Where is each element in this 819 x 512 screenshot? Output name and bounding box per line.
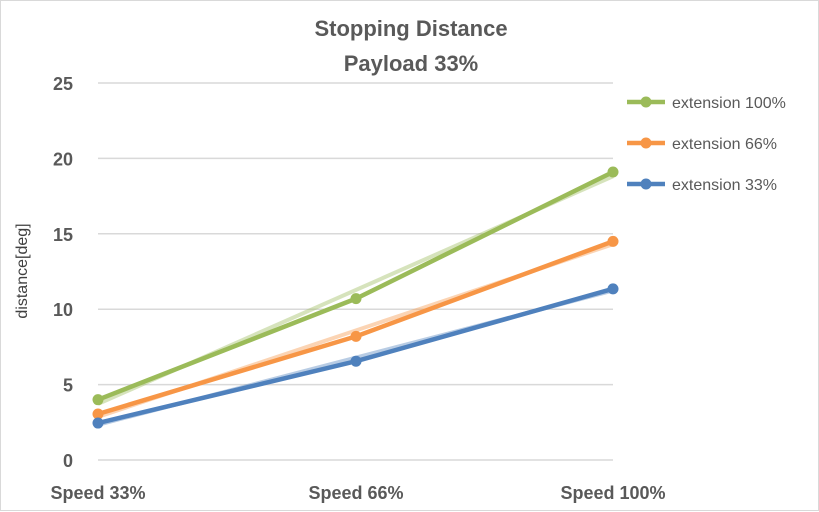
data-point xyxy=(350,355,362,367)
chart-title-line-1: Stopping Distance xyxy=(314,16,507,41)
legend-marker xyxy=(640,96,652,108)
legend-marker xyxy=(640,178,652,190)
data-point xyxy=(350,330,362,342)
y-tick-label: 0 xyxy=(63,451,73,471)
data-point xyxy=(92,394,104,406)
chart-title-line-2: Payload 33% xyxy=(344,51,479,76)
data-point xyxy=(607,166,619,178)
data-point xyxy=(607,235,619,247)
y-tick-label: 10 xyxy=(53,300,73,320)
data-point xyxy=(92,408,104,420)
y-tick-label: 5 xyxy=(63,376,73,396)
data-point xyxy=(92,417,104,429)
y-tick-label: 15 xyxy=(53,225,73,245)
legend-label: extension 100% xyxy=(672,95,786,112)
y-tick-label: 25 xyxy=(53,74,73,94)
data-point xyxy=(607,283,619,295)
y-tick-label: 20 xyxy=(53,149,73,169)
legend-label: extension 33% xyxy=(672,177,777,194)
legend-label: extension 66% xyxy=(672,136,777,153)
data-point xyxy=(350,293,362,305)
legend-marker xyxy=(640,137,652,149)
series-line-extension-66- xyxy=(97,239,614,417)
x-tick-label: Speed 66% xyxy=(308,483,403,503)
y-axis-label: distance[deg] xyxy=(14,223,31,318)
x-tick-label: Speed 100% xyxy=(560,483,665,503)
x-tick-label: Speed 33% xyxy=(50,483,145,503)
